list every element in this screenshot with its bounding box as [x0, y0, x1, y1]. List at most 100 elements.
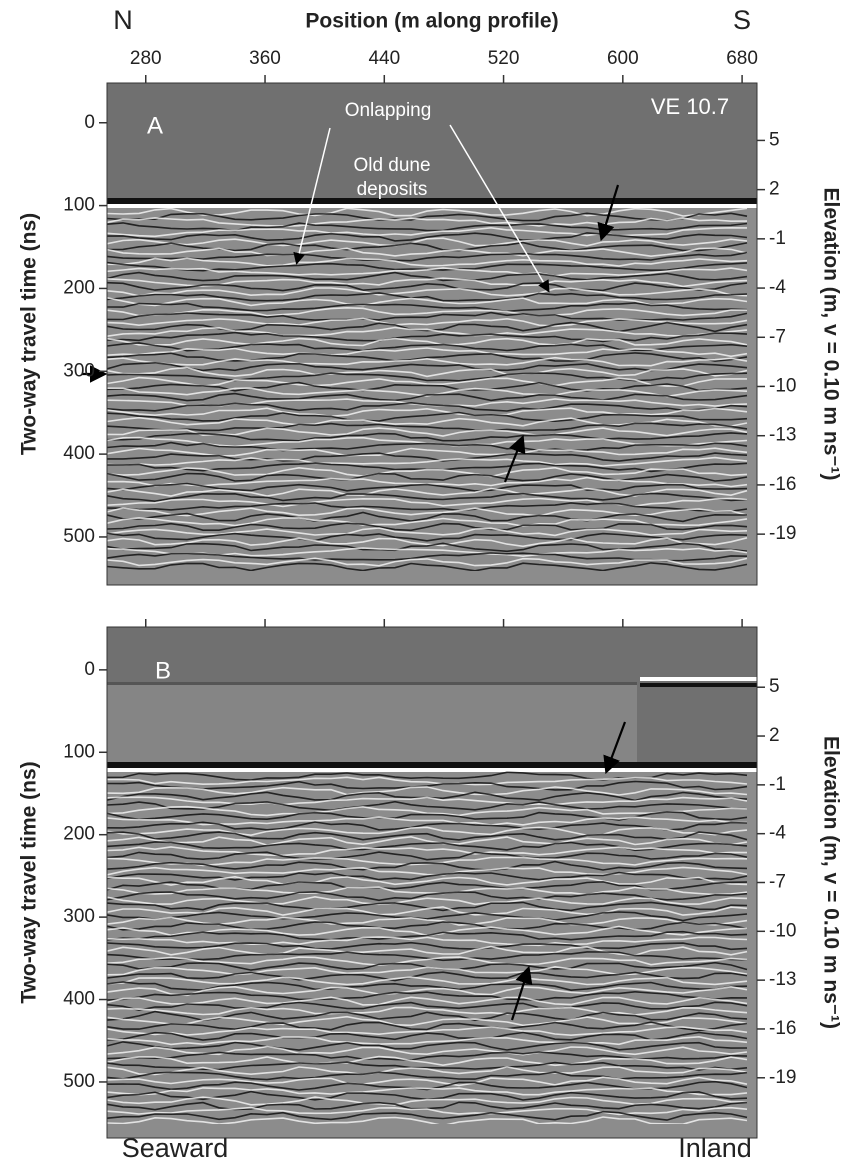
reflector: [107, 1110, 748, 1121]
reflector: [107, 1087, 748, 1096]
y-axis-title: Two-way travel time (ns): [18, 213, 41, 455]
reflector: [107, 951, 748, 962]
reflector: [107, 945, 748, 957]
y2-tick-label: -10: [769, 920, 796, 941]
y-tick-label: 500: [63, 526, 95, 547]
x-tick-label: 600: [607, 48, 639, 69]
reflector: [107, 356, 748, 367]
reflector: [107, 271, 748, 282]
reflector: [107, 971, 748, 982]
reflector: [107, 532, 748, 542]
raised-surface: [640, 683, 757, 687]
reflector: [107, 996, 748, 1006]
arrows: [82, 124, 627, 1021]
reflector: [107, 326, 748, 337]
subsurface: [107, 208, 757, 585]
reflector: [107, 860, 748, 872]
reflector: [107, 1031, 748, 1041]
y-tick-label: 400: [63, 989, 95, 1010]
y2-axis-title: Elevation (m, v = 0.10 m ns⁻¹): [819, 188, 842, 481]
reflector: [107, 776, 748, 786]
north-label: N: [113, 5, 133, 35]
reflector: [107, 511, 748, 523]
panel-label: B: [155, 657, 171, 684]
reflector: [107, 906, 748, 916]
reflector: [107, 392, 748, 402]
reflector: [107, 875, 748, 886]
y2-tick-label: -10: [769, 376, 796, 397]
reflector: [107, 880, 748, 891]
y-tick-label: 400: [63, 443, 95, 464]
y-tick-label: 0: [84, 659, 95, 680]
reflector: [107, 456, 748, 467]
x-tick-label: 520: [488, 48, 520, 69]
reflector: [107, 226, 748, 238]
reflector: [107, 361, 748, 372]
reflector: [107, 502, 748, 513]
reflector: [107, 432, 748, 442]
x-tick-label: 280: [130, 48, 162, 69]
reflector: [107, 941, 748, 951]
reflector: [107, 251, 748, 262]
annotation: Onlapping: [345, 100, 432, 121]
y2-tick-label: -19: [769, 1067, 796, 1088]
y-tick-label: 0: [84, 112, 95, 133]
reflector: [107, 1001, 748, 1012]
reflector: [107, 557, 748, 567]
y2-tick-label: 2: [769, 725, 780, 746]
reflector: [107, 886, 748, 896]
reflector: [107, 930, 748, 941]
reflector: [107, 1055, 748, 1067]
reflector: [107, 482, 748, 492]
direct-wave-edge: [107, 682, 637, 685]
reflector: [107, 1076, 748, 1087]
reflector: [107, 381, 748, 392]
reflector: [107, 1071, 748, 1081]
reflector: [107, 347, 748, 358]
y2-tick-label: 2: [769, 179, 780, 200]
y2-axis-title: Elevation (m, v = 0.10 m ns⁻¹): [819, 736, 842, 1029]
reflector: [107, 352, 748, 362]
surface-white: [107, 768, 757, 772]
y2-tick-label: -16: [769, 1018, 796, 1039]
panel-label: A: [147, 112, 163, 139]
reflector: [107, 297, 748, 307]
reflector: [107, 835, 748, 846]
surface-white: [107, 204, 757, 208]
reflector: [107, 911, 748, 922]
y-tick-label: 100: [63, 195, 95, 216]
y2-tick-label: -7: [769, 872, 786, 893]
reflector: [107, 981, 748, 992]
reflector: [107, 936, 748, 947]
reflector: [107, 247, 748, 258]
reflector: [107, 401, 748, 412]
reflector: [107, 237, 748, 247]
reflector: [107, 821, 748, 831]
surface-black: [107, 762, 757, 768]
radargram-b: [107, 627, 757, 1138]
reflector: [107, 811, 748, 821]
y2-tick-label: -1: [769, 774, 786, 795]
reflector: [107, 1106, 748, 1116]
direct-wave: [107, 682, 637, 767]
y2-tick-label: 5: [769, 129, 780, 150]
reflector: [107, 1006, 748, 1016]
reflector: [107, 267, 748, 277]
base: [107, 1124, 757, 1138]
reflector: [107, 232, 748, 242]
reflector: [107, 527, 748, 537]
reflector: [107, 871, 748, 881]
reflector: [107, 302, 748, 313]
reflector: [107, 331, 748, 343]
reflector: [107, 222, 748, 232]
reflector: [107, 990, 748, 1002]
x-tick-label: 360: [249, 48, 281, 69]
reflector: [107, 522, 748, 532]
reflector: [107, 786, 748, 796]
annotation: deposits: [357, 179, 428, 200]
reflector: [107, 411, 748, 423]
reflector: [107, 306, 748, 317]
y2-tick-label: -16: [769, 474, 796, 495]
reflector: [107, 292, 748, 302]
reflector: [107, 472, 748, 482]
